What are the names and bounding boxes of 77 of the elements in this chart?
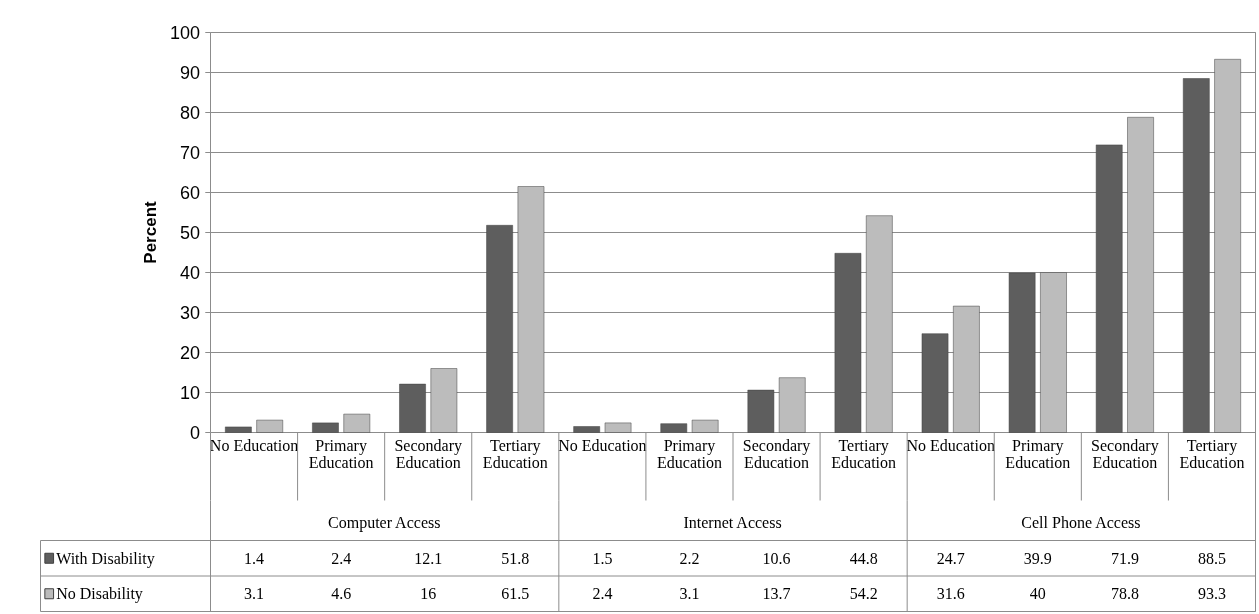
x-tick-label: No Education xyxy=(906,436,995,454)
data-label: 39.9 xyxy=(1023,549,1052,567)
data-label: 10.6 xyxy=(762,549,791,567)
data-label: 78.8 xyxy=(1110,585,1139,603)
x-tick-label: Primary Education xyxy=(1005,436,1071,471)
x-tick-label: Tertiary Education xyxy=(831,436,897,471)
data-label: 31.6 xyxy=(936,585,965,603)
y-tick-label: 40 xyxy=(180,263,201,283)
text: Internet Access xyxy=(683,514,782,531)
data-label: 40 xyxy=(1029,585,1046,603)
y-tick-label: 70 xyxy=(180,143,201,163)
bar xyxy=(517,186,545,433)
bar xyxy=(953,305,980,433)
data-label: 93.3 xyxy=(1197,585,1226,603)
bar xyxy=(865,215,893,433)
legend-label: No Disability xyxy=(56,585,143,604)
bar xyxy=(343,413,371,433)
bar xyxy=(225,426,252,433)
data-label: 54.2 xyxy=(849,585,878,603)
bar xyxy=(1127,117,1154,433)
x-tick-label: No Education xyxy=(209,436,299,454)
text: Computer Access xyxy=(328,514,441,532)
bar xyxy=(1040,272,1067,433)
bar xyxy=(747,389,775,433)
y-axis-title: Percent xyxy=(141,200,160,264)
data-label: 24.7 xyxy=(936,549,965,567)
bar xyxy=(1214,59,1241,433)
bar xyxy=(921,333,949,433)
x-tick-label: Primary Education xyxy=(657,436,722,471)
y-tick-label: 100 xyxy=(170,23,201,43)
bar xyxy=(1095,144,1123,433)
legend-label: With Disability xyxy=(56,549,155,568)
data-label: 3.1 xyxy=(244,585,265,603)
y-tick-label: 30 xyxy=(180,303,201,323)
bar xyxy=(604,422,632,433)
x-tick-label: Primary Education xyxy=(308,436,374,471)
data-label: 1.4 xyxy=(244,549,265,567)
data-label: 16 xyxy=(420,585,437,603)
x-tick-label: Secondary Education xyxy=(1091,436,1159,471)
x-tick-label: Secondary Education xyxy=(742,436,811,471)
bar xyxy=(1182,78,1210,433)
data-label: 61.5 xyxy=(501,585,530,603)
bar xyxy=(691,419,719,433)
x-tick-label: No Education xyxy=(558,436,647,454)
data-label: 71.9 xyxy=(1110,549,1139,567)
x-tick-label: Tertiary Education xyxy=(1179,436,1245,471)
data-label: 13.7 xyxy=(762,585,791,603)
x-tick-label: Tertiary Education xyxy=(482,436,548,471)
y-tick-label: 10 xyxy=(180,383,201,403)
data-label: 2.4 xyxy=(592,585,613,603)
bar xyxy=(486,225,513,433)
y-tick-label: 50 xyxy=(180,223,201,243)
bar xyxy=(399,383,426,433)
data-label: 2.2 xyxy=(679,549,700,567)
data-label: 51.8 xyxy=(501,549,530,567)
data-label: 44.8 xyxy=(849,549,878,567)
data-label: 12.1 xyxy=(414,549,443,567)
x-tick-label: Secondary Education xyxy=(394,436,462,471)
y-tick-label: 80 xyxy=(180,103,201,123)
data-label: 88.5 xyxy=(1197,549,1226,567)
y-tick-label: 60 xyxy=(180,183,201,203)
bar xyxy=(778,377,806,433)
bar xyxy=(256,419,284,433)
text: Cell Phone Access xyxy=(1021,514,1141,531)
data-label: 4.6 xyxy=(331,585,352,603)
bar xyxy=(312,422,339,433)
y-tick-label: 20 xyxy=(180,343,201,363)
data-label: 2.4 xyxy=(331,549,352,567)
bar xyxy=(660,423,688,433)
y-tick-label: 0 xyxy=(190,423,201,443)
data-label: 3.1 xyxy=(679,585,700,603)
bar xyxy=(834,253,862,433)
data-label: 1.5 xyxy=(592,549,613,567)
bar xyxy=(573,426,601,433)
y-tick-label: 90 xyxy=(180,63,201,83)
bar xyxy=(430,368,458,433)
bar xyxy=(1008,272,1036,433)
